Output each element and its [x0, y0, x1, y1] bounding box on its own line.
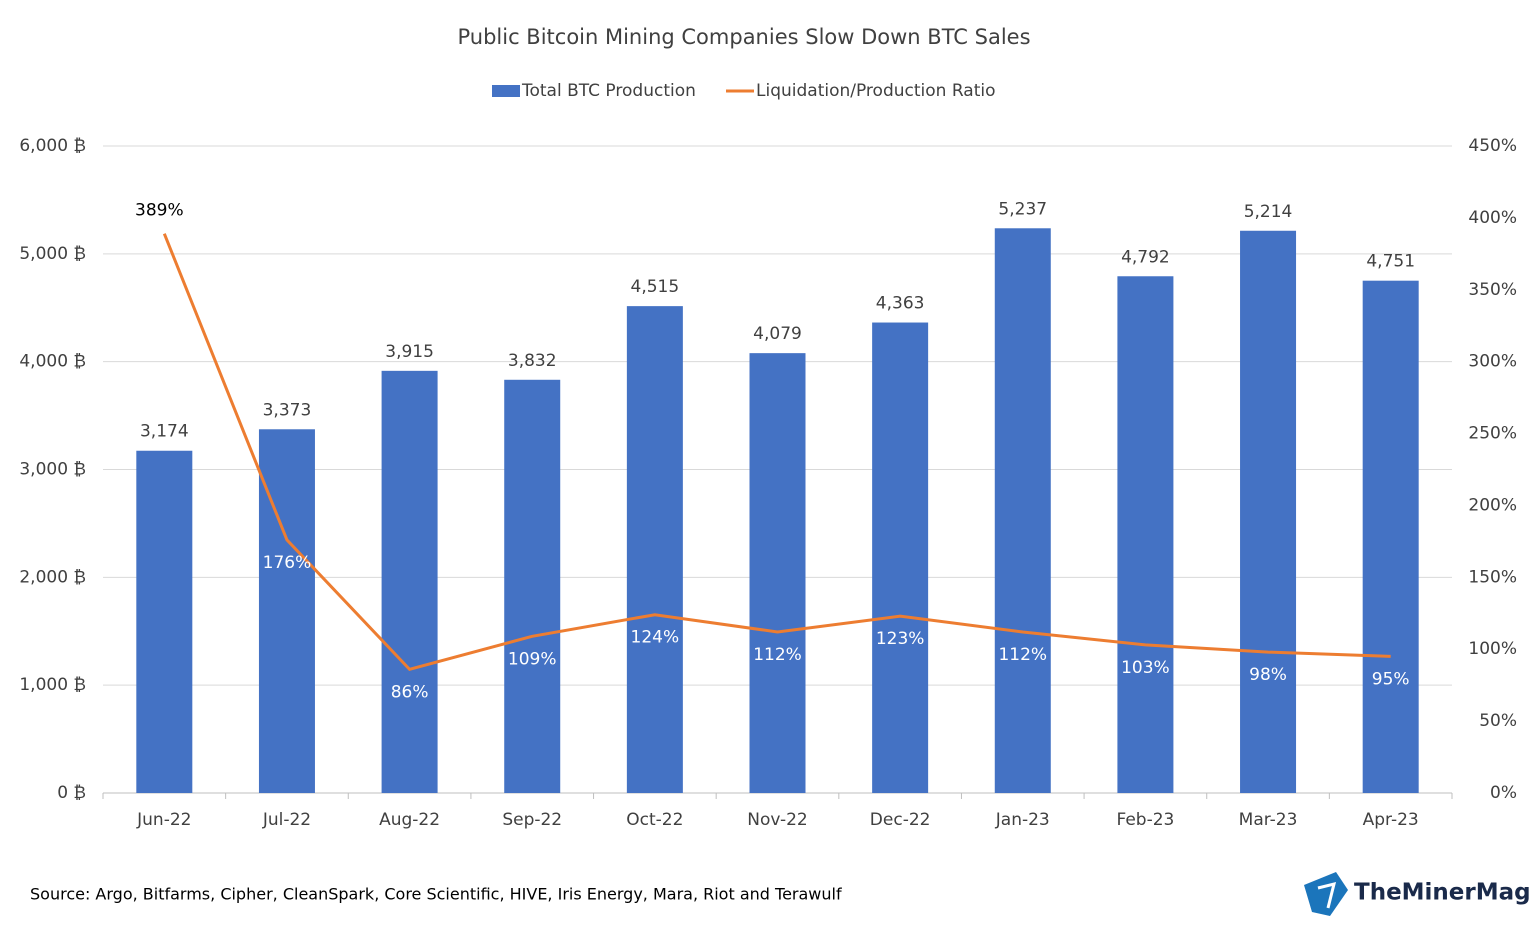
line-value-label: 176%	[263, 553, 312, 573]
y-tick-label: 5,000 ₿	[19, 244, 86, 264]
y2-tick-label: 200%	[1468, 495, 1517, 515]
x-tick-label: Aug-22	[379, 810, 440, 830]
y-tick-label: 6,000 ₿	[19, 136, 86, 156]
line	[162, 233, 1391, 672]
brand-name: TheMinerMag	[1354, 880, 1531, 906]
y2-tick-label: 0%	[1490, 783, 1517, 803]
chart-title: Public Bitcoin Mining Companies Slow Dow…	[457, 25, 1030, 49]
x-tick-label: Sep-22	[502, 810, 562, 830]
line-value-label: 109%	[508, 649, 557, 669]
x-tick-label: Apr-23	[1363, 810, 1419, 830]
y-tick-label: 3,000 ₿	[19, 460, 86, 480]
x-tick-label: Mar-23	[1239, 810, 1298, 830]
bar-value-label: 3,373	[263, 400, 312, 420]
line-value-label: 95%	[1372, 669, 1410, 689]
bar	[1362, 280, 1419, 793]
y2-tick-label: 300%	[1468, 352, 1517, 372]
line-value-label: 98%	[1249, 665, 1287, 685]
x-tick-label: Dec-22	[870, 810, 931, 830]
x-tick-label: Jun-22	[136, 810, 191, 830]
bar-value-label: 4,751	[1366, 252, 1415, 272]
legend-label: Liquidation/Production Ratio	[756, 81, 995, 101]
line-value-label: 123%	[876, 629, 925, 649]
y2-tick-label: 50%	[1479, 711, 1517, 731]
line-value-label: 124%	[631, 628, 680, 648]
y2-tick-label: 350%	[1468, 280, 1517, 300]
y-tick-label: 0 ₿	[57, 783, 86, 803]
bar	[749, 353, 806, 793]
legend-label: Total BTC Production	[521, 81, 696, 101]
y2-tick-label: 400%	[1468, 208, 1517, 228]
logo-icon	[1304, 872, 1348, 916]
bar	[994, 228, 1051, 793]
x-tick-label: Jan-23	[995, 810, 1050, 830]
y-tick-label: 2,000 ₿	[19, 567, 86, 587]
bar-value-label: 4,792	[1121, 247, 1170, 267]
brand-logo: TheMinerMag	[1304, 872, 1531, 916]
bar	[258, 429, 315, 793]
bar-value-label: 3,832	[508, 351, 557, 371]
bar	[381, 370, 438, 793]
bar-value-label: 4,363	[876, 294, 925, 314]
x-tick-label: Nov-22	[747, 810, 808, 830]
line-value-label: 86%	[391, 682, 429, 702]
y2-tick-label: 450%	[1468, 136, 1517, 156]
line-value-label: 389%	[135, 201, 184, 221]
x-tick-label: Oct-22	[626, 810, 683, 830]
logo-mark	[1317, 881, 1337, 909]
bar-value-label: 5,214	[1244, 202, 1293, 222]
bar-value-label: 3,174	[140, 422, 189, 442]
bar-value-label: 4,079	[753, 324, 802, 344]
bar-value-label: 3,915	[385, 342, 434, 362]
y2-tick-label: 100%	[1468, 639, 1517, 659]
source-note: Source: Argo, Bitfarms, Cipher, CleanSpa…	[30, 885, 842, 904]
bar	[1240, 230, 1297, 793]
bar-value-label: 4,515	[631, 277, 680, 297]
y2-tick-label: 150%	[1468, 567, 1517, 587]
y2-tick-label: 250%	[1468, 424, 1517, 444]
x-tick-label: Feb-23	[1116, 810, 1174, 830]
line-value-label: 103%	[1121, 658, 1170, 678]
bar-value-label: 5,237	[998, 199, 1047, 219]
legend-swatch	[492, 85, 520, 97]
line-value-label: 112%	[753, 645, 802, 665]
bar	[626, 306, 683, 793]
bar	[872, 322, 929, 793]
y-tick-label: 4,000 ₿	[19, 352, 86, 372]
x-tick-label: Jul-22	[262, 810, 311, 830]
line-value-label: 112%	[998, 645, 1047, 665]
bar	[136, 450, 193, 793]
bar	[504, 379, 561, 793]
bar	[1117, 276, 1174, 793]
y-tick-label: 1,000 ₿	[19, 675, 86, 695]
